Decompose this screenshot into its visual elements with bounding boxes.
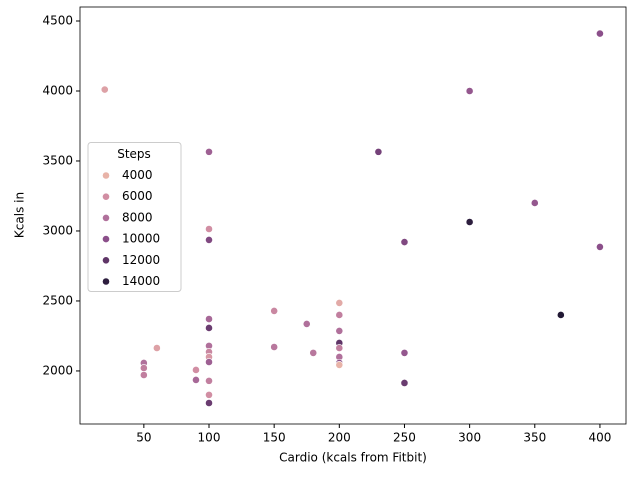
point bbox=[400, 379, 409, 387]
point bbox=[192, 366, 200, 374]
point bbox=[139, 371, 148, 379]
point bbox=[302, 320, 311, 328]
x-axis-label: Cardio (kcals from Fitbit) bbox=[279, 451, 427, 465]
x-tick-label: 100 bbox=[198, 431, 221, 445]
point bbox=[465, 87, 474, 95]
x-tick-label: 250 bbox=[393, 431, 416, 445]
point bbox=[530, 199, 539, 207]
point bbox=[270, 343, 279, 351]
x-tick-label: 150 bbox=[263, 431, 286, 445]
point bbox=[400, 348, 409, 357]
point bbox=[100, 85, 109, 94]
y-tick-label: 2500 bbox=[42, 293, 73, 307]
y-tick-label: 4000 bbox=[42, 83, 73, 97]
point bbox=[335, 311, 344, 319]
legend-marker bbox=[102, 213, 110, 222]
legend-label: 14000 bbox=[122, 274, 160, 288]
point bbox=[374, 147, 383, 156]
point bbox=[400, 238, 409, 246]
y-tick-label: 4500 bbox=[42, 13, 73, 27]
point bbox=[465, 218, 474, 226]
point bbox=[335, 344, 344, 352]
point bbox=[205, 147, 213, 156]
x-tick-label: 50 bbox=[136, 431, 151, 445]
point bbox=[309, 348, 318, 357]
x-tick-label: 200 bbox=[328, 431, 351, 445]
point bbox=[205, 324, 213, 332]
point bbox=[270, 306, 279, 315]
point bbox=[335, 299, 344, 307]
point bbox=[205, 315, 213, 323]
legend-marker bbox=[102, 235, 110, 243]
legend-label: 6000 bbox=[122, 189, 153, 203]
point bbox=[335, 361, 344, 369]
point bbox=[205, 225, 213, 233]
y-tick-label: 3500 bbox=[42, 153, 73, 167]
point bbox=[596, 29, 604, 38]
point bbox=[335, 327, 344, 335]
y-tick-label: 2000 bbox=[42, 363, 73, 377]
point bbox=[205, 399, 213, 407]
legend-marker bbox=[102, 256, 110, 265]
point bbox=[205, 390, 213, 399]
point bbox=[556, 311, 565, 319]
point bbox=[192, 376, 200, 384]
point bbox=[205, 376, 213, 385]
point bbox=[205, 236, 213, 244]
legend-box bbox=[87, 142, 182, 292]
point bbox=[152, 344, 161, 352]
x-tick-label: 300 bbox=[458, 431, 481, 445]
x-tick-label: 350 bbox=[523, 431, 546, 445]
legend-title: Steps bbox=[117, 147, 151, 161]
point bbox=[596, 243, 604, 251]
legend-label: 10000 bbox=[122, 232, 160, 246]
y-axis-label: Kcals in bbox=[13, 192, 27, 238]
y-tick-label: 3000 bbox=[42, 223, 73, 237]
legend-label: 4000 bbox=[122, 168, 153, 182]
legend-label: 8000 bbox=[122, 210, 153, 224]
legend-label: 12000 bbox=[122, 253, 160, 267]
legend-marker bbox=[102, 192, 110, 201]
legend-marker bbox=[102, 277, 110, 286]
x-tick-label: 400 bbox=[588, 431, 611, 445]
legend-marker bbox=[102, 171, 110, 180]
plot-frame bbox=[79, 6, 627, 425]
point bbox=[139, 364, 148, 372]
point bbox=[205, 358, 213, 366]
